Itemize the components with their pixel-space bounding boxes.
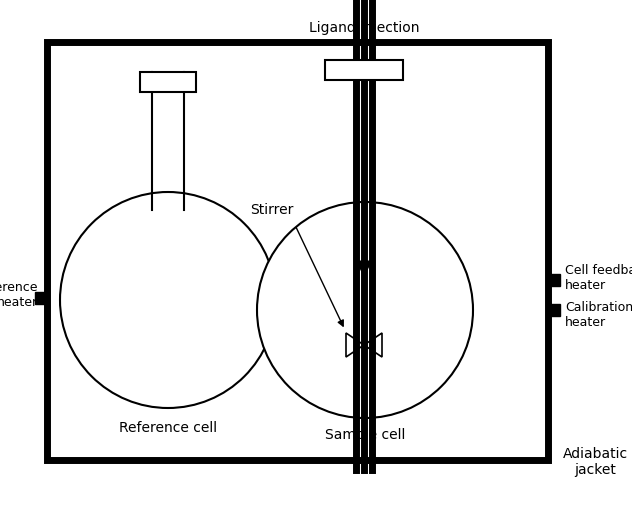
Bar: [548, 304, 560, 316]
Bar: [35, 292, 47, 304]
Text: Calibration
heater: Calibration heater: [565, 301, 632, 329]
Text: Stirrer: Stirrer: [250, 203, 294, 217]
Text: Ligand injection: Ligand injection: [309, 21, 419, 35]
Circle shape: [60, 192, 276, 408]
Circle shape: [257, 202, 473, 418]
Text: Cell feedback
heater: Cell feedback heater: [565, 264, 632, 292]
Text: Reference cell: Reference cell: [119, 421, 217, 435]
Bar: [325, 60, 403, 80]
Bar: [548, 274, 560, 286]
Text: Reference
heater: Reference heater: [0, 281, 38, 309]
Text: Sample cell: Sample cell: [325, 428, 405, 442]
Text: Adiabatic
jacket: Adiabatic jacket: [562, 447, 628, 477]
Bar: [47, 42, 548, 460]
Bar: [140, 72, 196, 92]
